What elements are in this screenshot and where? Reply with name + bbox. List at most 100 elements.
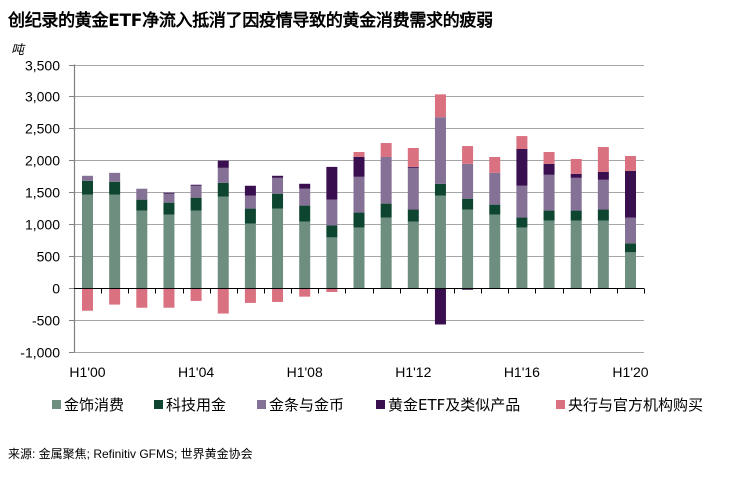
bar-segment-1-H1'20 [625,252,636,289]
legend-item-etf: 黄金ETF及类似产品 [376,396,520,414]
legend-item-jewellery: 金饰消费 [52,396,124,414]
bar-segment-4-H1'07 [272,175,284,178]
bar-segment-3-H1'19 [597,179,609,210]
bar-segment-3-H1'08 [299,188,311,206]
legend-label: 金饰消费 [64,396,125,414]
legend-label: 科技用金 [166,396,227,414]
bar-segment-5-H1'02 [136,288,148,308]
y-axis-unit-label: 吨 [11,43,26,58]
bar-segment-4-H1'14 [462,288,474,290]
bar-segment-3-H1'03 [163,193,175,203]
x-tick-label: H1'12 [395,364,431,380]
legend-item-technology: 科技用金 [154,396,226,414]
bar-segment-4-H1'20 [625,170,636,218]
source-note: 来源: 金属聚焦; Refinitiv GFMS; 世界黄金协会 [8,447,253,461]
bar-segment-5-H1'14 [462,146,474,164]
bar-segment-3-H1'00 [82,175,93,181]
legend-swatch [556,400,565,409]
legend-swatch [154,400,163,409]
bar-segment-5-H1'00 [82,288,93,311]
bar-segment-4-H1'08 [299,183,311,189]
bar-segment-3-H1'11 [380,156,392,204]
y-tick-label: 1,000 [25,217,60,233]
bar-segment-3-H1'12 [407,167,419,210]
bar-segment-5-H1'01 [109,288,121,305]
bar-segment-3-H1'04 [190,185,202,198]
bar-segment-1-H1'05 [217,196,229,289]
bar-segment-5-H1'17 [543,151,555,164]
bar-segment-1-H1'03 [163,214,175,289]
legend-item-bar-coin: 金条与金币 [257,396,344,414]
axes: -1,000 -500 0 500 1,000 1,500 2,000 2,500 3,000 3… [20,58,648,381]
bar-segment-2-H1'12 [407,209,419,222]
bar-segment-3-H1'14 [462,163,474,199]
bar-segment-5-H1'04 [190,288,202,301]
bar-segment-3-H1'06 [244,195,256,209]
x-tick-label: H1'16 [504,364,540,380]
bar-segment-5-H1'18 [570,158,582,174]
bar-segment-2-H1'13 [434,183,446,196]
bar-segment-3-H1'16 [516,185,528,218]
bar-segment-2-H1'07 [272,193,284,209]
bar-segment-1-H1'16 [516,227,528,289]
y-tick-label: 3,000 [25,89,60,105]
bar-segment-4-H1'12 [407,166,419,168]
bar-segment-3-H1'07 [272,177,284,194]
bar-segment-2-H1'02 [136,199,148,211]
bar-segment-2-H1'06 [244,208,256,224]
bar-segment-4-H1'17 [543,163,555,175]
bar-segment-4-H1'16 [516,148,528,186]
stacked-bar-chart: -1,000 -500 0 500 1,000 1,500 2,000 2,500 3,000 3… [11,43,649,381]
bar-segment-3-H1'01 [109,172,121,182]
legend-swatch [257,400,266,409]
bar-segment-2-H1'03 [163,202,175,215]
bar-segment-1-H1'13 [434,195,446,289]
bar-segment-3-H1'15 [489,172,501,205]
bar-segment-3-H1'20 [625,217,636,244]
x-tick-label: H1'04 [178,364,214,380]
bar-segment-3-H1'17 [543,174,555,211]
bar-segment-5-H1'07 [272,288,284,302]
y-tick-label: 0 [52,281,60,297]
bar-segment-2-H1'15 [489,204,501,215]
y-tick-label: 2,500 [25,121,60,137]
y-tick-label: -500 [32,313,60,329]
bar-segment-2-H1'11 [380,203,392,218]
bar-segment-2-H1'04 [190,197,202,211]
bar-segment-5-H1'11 [380,143,392,157]
bars [82,94,636,325]
bar-segment-5-H1'16 [516,136,528,149]
bar-segment-2-H1'18 [570,210,582,221]
bar-segment-1-H1'01 [109,194,121,289]
bar-segment-4-H1'10 [353,156,365,177]
bar-segment-5-H1'20 [625,155,636,171]
chart-title: 创纪录的黄金ETF净流入抵消了因疫情导致的黄金消费需求的疲弱 [8,11,493,31]
bar-segment-1-H1'17 [543,220,555,289]
legend-label: 央行与官方机构购买 [568,396,704,414]
bar-segment-5-H1'19 [597,147,609,172]
bar-segment-1-H1'18 [570,220,582,289]
x-tick-label: H1'00 [69,364,105,380]
bar-segment-1-H1'14 [462,209,474,289]
bar-segment-3-H1'13 [434,117,446,184]
bar-segment-3-H1'18 [570,177,582,211]
bar-segment-2-H1'05 [217,182,229,197]
legend-label: 金条与金币 [269,396,345,414]
bar-segment-2-H1'09 [326,225,338,238]
bar-segment-1-H1'11 [380,217,392,289]
bar-segment-1-H1'19 [597,220,609,289]
legend-swatch [376,400,385,409]
bar-segment-4-H1'13 [434,288,446,325]
bar-segment-1-H1'00 [82,194,93,289]
bar-segment-4-H1'03 [163,192,175,194]
y-tick-label: 2,000 [25,153,60,169]
bar-segment-2-H1'01 [109,181,121,195]
bar-segment-5-H1'06 [244,288,256,303]
bar-segment-1-H1'12 [407,221,419,289]
bar-segment-2-H1'14 [462,198,474,210]
x-tick-label: H1'20 [612,364,648,380]
legend-swatch [52,400,61,409]
bar-segment-1-H1'10 [353,227,365,289]
bar-segment-5-H1'03 [163,288,175,308]
bar-segment-5-H1'10 [353,151,365,157]
